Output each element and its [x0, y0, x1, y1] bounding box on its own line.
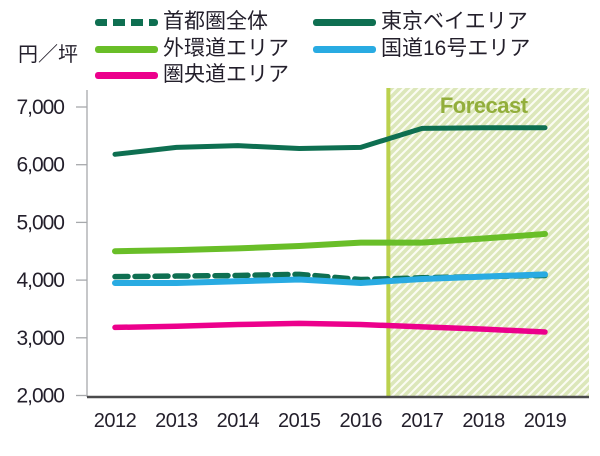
legend-label: 圏央道エリア	[163, 63, 289, 86]
series-line-圏央道エリア	[112, 320, 548, 335]
legend-label: 外環道エリア	[163, 37, 289, 60]
x-axis-tick-label: 2013	[155, 410, 198, 432]
legend-swatch-solid	[95, 71, 158, 79]
legend-swatch-solid	[313, 45, 376, 53]
y-axis-unit-label: 円／坪	[18, 44, 78, 66]
x-axis-tick-label: 2014	[217, 410, 260, 432]
y-axis-tick-label: 6,000	[16, 154, 64, 177]
y-axis-tick-label: 2,000	[16, 385, 64, 408]
series-line-国道16号エリア	[112, 271, 548, 286]
x-axis-tick-label: 2016	[339, 410, 382, 432]
y-axis-tick-label: 5,000	[16, 211, 64, 234]
x-axis-tick-label: 2017	[401, 410, 444, 432]
legend-label: 国道16号エリア	[381, 37, 531, 60]
y-axis-tick-label: 4,000	[16, 269, 64, 292]
legend-label: 首都圏全体	[163, 10, 268, 33]
legend-item-route16-area: 国道16号エリア	[313, 37, 530, 61]
legend-item-tokyo-bay-area: 東京ベイエリア	[313, 10, 528, 34]
legend-swatch-solid	[95, 45, 158, 53]
legend-swatch-dashed	[95, 18, 158, 26]
legend-item-kenodo-area: 圏央道エリア	[95, 63, 289, 87]
series-line-外環道エリア	[112, 230, 548, 255]
x-axis-tick-label: 2018	[462, 410, 505, 432]
x-axis-tick-label: 2012	[94, 410, 137, 432]
y-axis-tick-label: 3,000	[16, 327, 64, 350]
legend-item-shutoken-zentai: 首都圏全体	[95, 10, 268, 34]
y-axis-tick-label: 7,000	[16, 96, 64, 119]
legend-swatch-solid	[313, 18, 376, 26]
series-line-東京ベイエリア	[112, 125, 548, 157]
legend-item-gaikando-area: 外環道エリア	[95, 37, 289, 61]
legend-label: 東京ベイエリア	[381, 10, 528, 33]
x-axis-tick-label: 2019	[524, 410, 567, 432]
x-axis-tick-label: 2015	[278, 410, 321, 432]
forecast-label: Forecast	[440, 93, 529, 118]
